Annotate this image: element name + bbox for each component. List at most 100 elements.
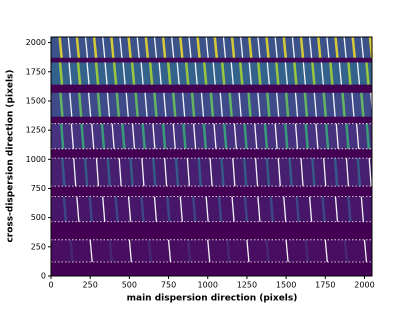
- y-axis-label: cross-dispersion direction (pixels): [6, 69, 16, 242]
- emission-line: [163, 92, 167, 117]
- order-band: [51, 37, 372, 58]
- x-tick-label: 1500: [276, 281, 296, 290]
- emission-line: [321, 196, 326, 222]
- y-tick-label: 1750: [26, 67, 46, 76]
- emission-line: [274, 36, 278, 58]
- emission-line: [104, 62, 108, 85]
- emission-line: [341, 92, 346, 117]
- emission-line: [334, 36, 339, 58]
- emission-line: [106, 92, 111, 117]
- emission-line: [131, 123, 136, 149]
- emission-line: [153, 196, 158, 222]
- emission-line: [174, 158, 180, 187]
- emission-line: [324, 239, 328, 263]
- emission-line: [303, 92, 309, 117]
- emission-line: [172, 123, 176, 149]
- emission-line: [209, 158, 213, 187]
- x-tick-label: 250: [83, 281, 98, 290]
- emission-line: [144, 92, 148, 117]
- emission-line: [334, 196, 339, 222]
- emission-line: [176, 62, 180, 85]
- emission-line: [152, 123, 156, 149]
- emission-line: [345, 123, 350, 149]
- emission-line: [335, 123, 339, 149]
- emission-line: [228, 92, 233, 117]
- emission-line: [184, 62, 190, 85]
- emission-line: [316, 36, 322, 58]
- emission-line: [76, 196, 80, 222]
- emission-line: [368, 158, 372, 187]
- emission-line: [87, 92, 92, 117]
- emission-line: [315, 123, 319, 149]
- emission-line: [222, 36, 227, 58]
- emission-line: [95, 158, 100, 187]
- emission-line: [365, 62, 370, 85]
- emission-line: [75, 36, 81, 58]
- emission-line: [365, 123, 371, 149]
- emission-line: [230, 62, 234, 85]
- emission-line: [102, 196, 106, 222]
- emission-line: [345, 158, 350, 187]
- emission-line: [80, 123, 85, 149]
- emission-line: [77, 92, 83, 117]
- emission-line: [121, 123, 126, 149]
- emission-line: [167, 239, 172, 263]
- emission-line: [58, 62, 64, 85]
- emission-line: [294, 123, 299, 149]
- emission-line: [147, 239, 153, 263]
- emission-line: [231, 196, 235, 222]
- emission-line: [209, 92, 215, 117]
- emission-line: [92, 36, 98, 58]
- emission-line: [257, 62, 262, 85]
- emission-line: [102, 36, 106, 58]
- emission-line: [100, 123, 106, 149]
- emission-line: [59, 92, 64, 117]
- emission-line: [311, 62, 316, 85]
- emission-line: [288, 158, 293, 187]
- emission-line: [265, 239, 270, 263]
- emission-line: [205, 196, 209, 222]
- y-tick-label: 250: [31, 242, 46, 251]
- emission-line: [114, 196, 119, 222]
- emission-line: [186, 239, 192, 263]
- emission-line: [311, 158, 316, 187]
- emission-line: [240, 36, 244, 58]
- emission-line: [163, 158, 168, 187]
- emission-line: [213, 36, 219, 58]
- emission-line: [202, 62, 208, 85]
- plot-frame: [50, 36, 373, 277]
- emission-line: [257, 92, 261, 117]
- emission-line: [283, 196, 287, 222]
- emission-line: [219, 92, 223, 117]
- emission-line: [161, 123, 167, 149]
- y-tick-label: 1000: [26, 155, 46, 164]
- emission-line: [141, 123, 146, 149]
- emission-line: [115, 92, 121, 117]
- emission-line: [140, 196, 145, 222]
- emission-line: [144, 36, 150, 58]
- emission-line: [76, 62, 82, 85]
- emission-line: [360, 36, 364, 58]
- emission-line: [300, 158, 304, 187]
- emission-line: [73, 158, 77, 187]
- emission-line: [347, 196, 352, 222]
- y-tick-label: 750: [31, 184, 46, 193]
- emission-line: [254, 158, 259, 187]
- emission-line: [197, 158, 202, 187]
- emission-line: [284, 123, 289, 149]
- y-tick-label: 1250: [26, 126, 46, 135]
- x-tick-label: 500: [122, 281, 137, 290]
- emission-line: [304, 123, 309, 149]
- emission-line: [277, 158, 281, 187]
- emission-line: [122, 62, 126, 85]
- emission-line: [140, 62, 144, 85]
- emission-line: [128, 239, 133, 263]
- emission-line: [338, 62, 343, 85]
- emission-line: [179, 196, 183, 222]
- emission-line: [136, 36, 140, 58]
- emission-line: [182, 123, 187, 149]
- emission-line: [84, 36, 89, 58]
- emission-line: [285, 239, 289, 263]
- emission-line: [62, 196, 68, 222]
- x-tick-label: 0: [48, 281, 53, 290]
